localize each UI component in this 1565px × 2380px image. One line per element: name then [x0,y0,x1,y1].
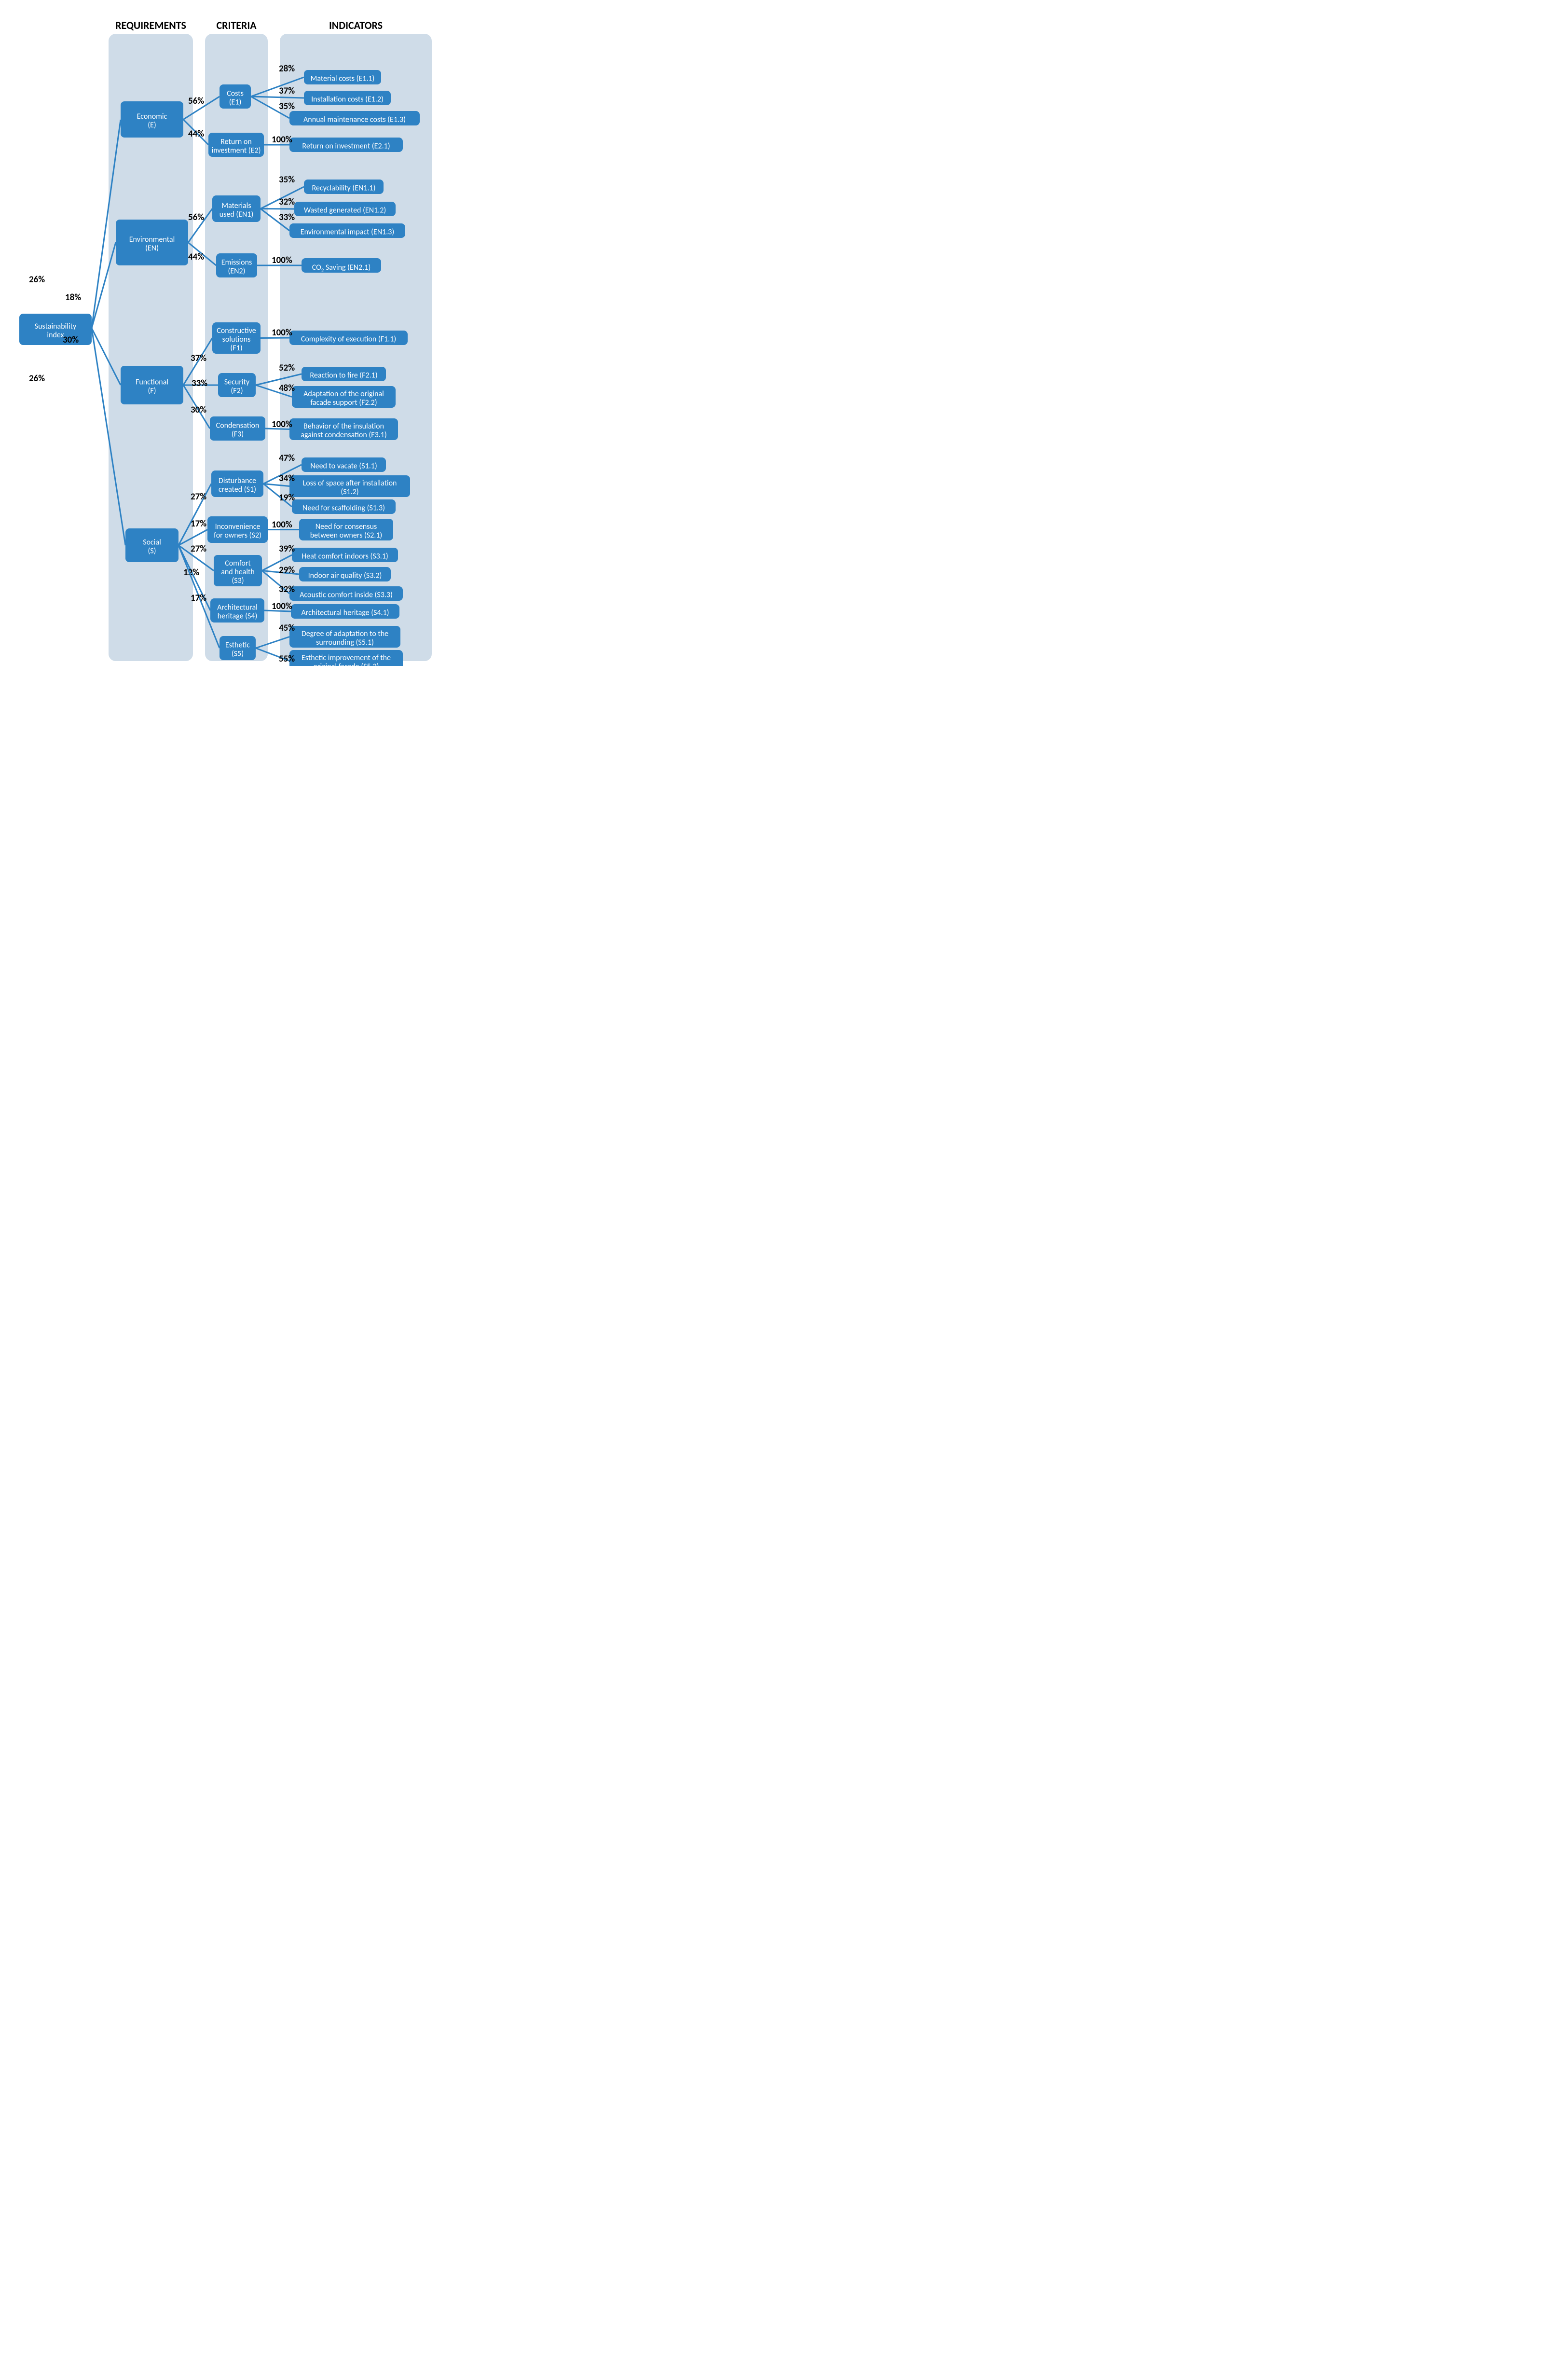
node-label-E1.1: Material costs (E1.1) [311,74,375,83]
node-label-S2.1: Need for consensusbetween owners (S2.1) [310,522,383,540]
pct-F-F2: 33% [192,378,207,389]
pct-EN1-EN1.2: 32% [279,196,295,208]
pct-S1-S1.1: 47% [279,453,295,464]
pct-F2-F2.2: 48% [279,383,295,394]
pct-S2-S2.1: 100% [272,519,292,530]
pct-root-F: 30% [63,334,79,346]
node-label-EN1.2: Wasted generated (EN1.2) [304,206,386,215]
pct-S-S3: 27% [191,543,206,554]
pct-E1-E1.3: 35% [279,101,295,112]
pct-EN1-EN1.1: 35% [279,174,295,185]
node-label-S4: Architecturalheritage (S4) [217,603,258,621]
node-label-S3.3: Acoustic comfort inside (S3.3) [300,590,393,599]
node-label-F2.2: Adaptation of the originalfacade support… [303,389,384,407]
node-label-S3.2: Indoor air quality (S3.2) [308,571,382,580]
pct-E-E2: 44% [188,128,204,139]
pct-S-S2: 17% [191,518,206,529]
pct-EN-EN1: 56% [188,212,204,223]
node-label-F2.1: Reaction to fire (F2.1) [310,371,377,380]
pct-E2-E2.1: 100% [272,134,292,145]
pct-F3-F3.1: 100% [272,419,292,430]
node-label-E1.2: Installation costs (E1.2) [311,95,384,104]
pct-F-F1: 37% [191,353,206,364]
node-label-EN2.1: CO2 Saving (EN2.1) [312,263,371,274]
pct-S-S5: 17% [191,593,206,604]
node-label-S1.1: Need to vacate (S1.1) [310,461,377,470]
pct-S1-S1.3: 19% [279,492,295,503]
node-label-E2.1: Return on investment (E2.1) [302,141,390,151]
pct-root-S: 26% [29,373,45,384]
pct-F-F3: 30% [191,404,206,415]
pct-E1-E1.1: 28% [279,63,295,74]
pct-S-S1: 27% [191,491,206,502]
column-header-ind: INDICATORS [329,19,383,32]
pct-EN1-EN1.3: 33% [279,212,295,223]
node-label-S4.1: Architectural heritage (S4.1) [301,608,389,617]
node-label-S2: Inconveniencefor owners (S2) [214,522,261,540]
node-label-E1: Costs(E1) [227,89,244,107]
node-label-EN1.3: Environmental impact (EN1.3) [301,227,395,236]
pct-F2-F2.1: 52% [279,362,295,374]
node-label-S3.1: Heat comfort indoors (S3.1) [302,552,388,561]
column-header-req: REQUIREMENTS [115,19,186,32]
node-label-EN1: Materialsused (EN1) [220,201,254,219]
sustainability-hierarchy-diagram: REQUIREMENTSCRITERIAINDICATORSSustainabi… [10,10,444,666]
pct-E1-E1.2: 37% [279,85,295,97]
pct-E-E1: 56% [188,96,204,107]
node-label-S1.3: Need for scaffolding (S1.3) [302,503,385,512]
node-label-F1.1: Complexity of execution (F1.1) [301,334,396,344]
pct-root-EN: 18% [65,292,81,303]
column-header-cri: CRITERIA [216,19,257,32]
pct-S4-S4.1: 100% [272,601,292,612]
node-label-E1.3: Annual maintenance costs (E1.3) [303,115,406,124]
pct-S3-S3.1: 39% [279,543,295,554]
node-label-S5.2: Esthetic improvement of theoriginal faca… [302,653,391,666]
pct-S5-S5.2: 55% [279,653,295,664]
pct-S1-S1.2: 34% [279,473,295,484]
pct-S3-S3.2: 29% [279,565,295,576]
node-label-S1: Disturbancecreated (S1) [219,476,256,494]
pct-F1-F1.1: 100% [272,327,292,338]
pct-S3-S3.3: 32% [279,584,295,595]
pct-EN-EN2: 44% [188,251,204,263]
pct-S5-S5.1: 45% [279,623,295,634]
node-label-F3.1: Behavior of the insulationagainst conden… [301,422,386,440]
pct-root-E: 26% [29,274,45,285]
node-label-EN1.1: Recyclability (EN1.1) [312,183,375,193]
pct-EN2-EN2.1: 100% [272,255,292,266]
